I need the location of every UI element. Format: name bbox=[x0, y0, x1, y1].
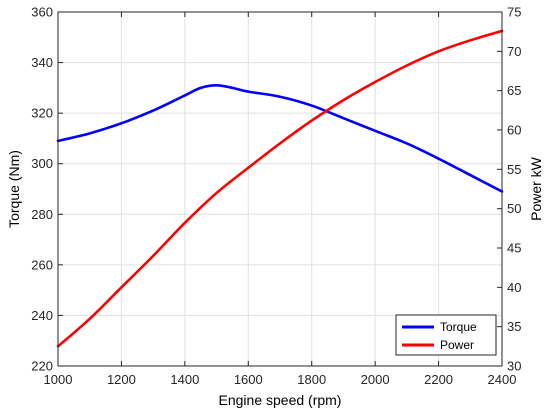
left-y-tick-label: 280 bbox=[31, 207, 53, 222]
left-y-tick-label: 300 bbox=[31, 156, 53, 171]
x-tick-label: 1400 bbox=[170, 372, 199, 387]
series-line-power bbox=[56, 29, 504, 348]
x-tick-label: 1000 bbox=[44, 372, 73, 387]
grid bbox=[57, 11, 503, 367]
right-y-tick-label: 40 bbox=[507, 280, 521, 295]
right-y-tick-label: 35 bbox=[507, 319, 521, 334]
legend-label-power: Power bbox=[440, 338, 474, 352]
right-y-axis-label: Power kW bbox=[528, 156, 544, 221]
legend-box bbox=[395, 314, 497, 356]
right-y-tick-label: 60 bbox=[507, 123, 521, 138]
right-y-tick-label: 30 bbox=[507, 359, 521, 374]
x-tick-label: 2400 bbox=[488, 372, 517, 387]
x-tick-label: 1800 bbox=[297, 372, 326, 387]
right-y-tick-label: 50 bbox=[507, 201, 521, 216]
x-axis-label: Engine speed (rpm) bbox=[219, 392, 342, 408]
right-y-tick-label: 70 bbox=[507, 44, 521, 59]
series-line-torque bbox=[56, 84, 504, 193]
legend-label-torque: Torque bbox=[440, 320, 477, 334]
x-tick-label: 1600 bbox=[234, 372, 263, 387]
x-tick-label: 2200 bbox=[424, 372, 453, 387]
x-axis-ticks: 1000 1200 1400 1600 1800 2000 2200 2400 bbox=[44, 12, 517, 387]
left-y-tick-label: 340 bbox=[31, 55, 53, 70]
left-y-axis-ticks: 220 240 260 280 300 320 340 360 bbox=[31, 5, 63, 374]
left-y-tick-label: 260 bbox=[31, 257, 53, 272]
right-y-tick-label: 75 bbox=[507, 5, 521, 20]
left-y-tick-label: 220 bbox=[31, 359, 53, 374]
x-tick-label: 2000 bbox=[361, 372, 390, 387]
x-tick-label: 1200 bbox=[107, 372, 136, 387]
right-y-tick-label: 55 bbox=[507, 162, 521, 177]
series-layer bbox=[56, 29, 504, 348]
right-y-axis-ticks: 30 35 40 45 50 55 60 65 70 75 bbox=[497, 5, 521, 374]
right-y-tick-label: 45 bbox=[507, 241, 521, 256]
plot-frame bbox=[57, 11, 503, 367]
left-y-tick-label: 360 bbox=[31, 5, 53, 20]
legend: Torque Power bbox=[395, 314, 497, 356]
left-y-tick-label: 240 bbox=[31, 308, 53, 323]
right-y-tick-label: 65 bbox=[507, 83, 521, 98]
left-y-axis-label: Torque (Nm) bbox=[6, 150, 22, 228]
left-y-tick-label: 320 bbox=[31, 106, 53, 121]
